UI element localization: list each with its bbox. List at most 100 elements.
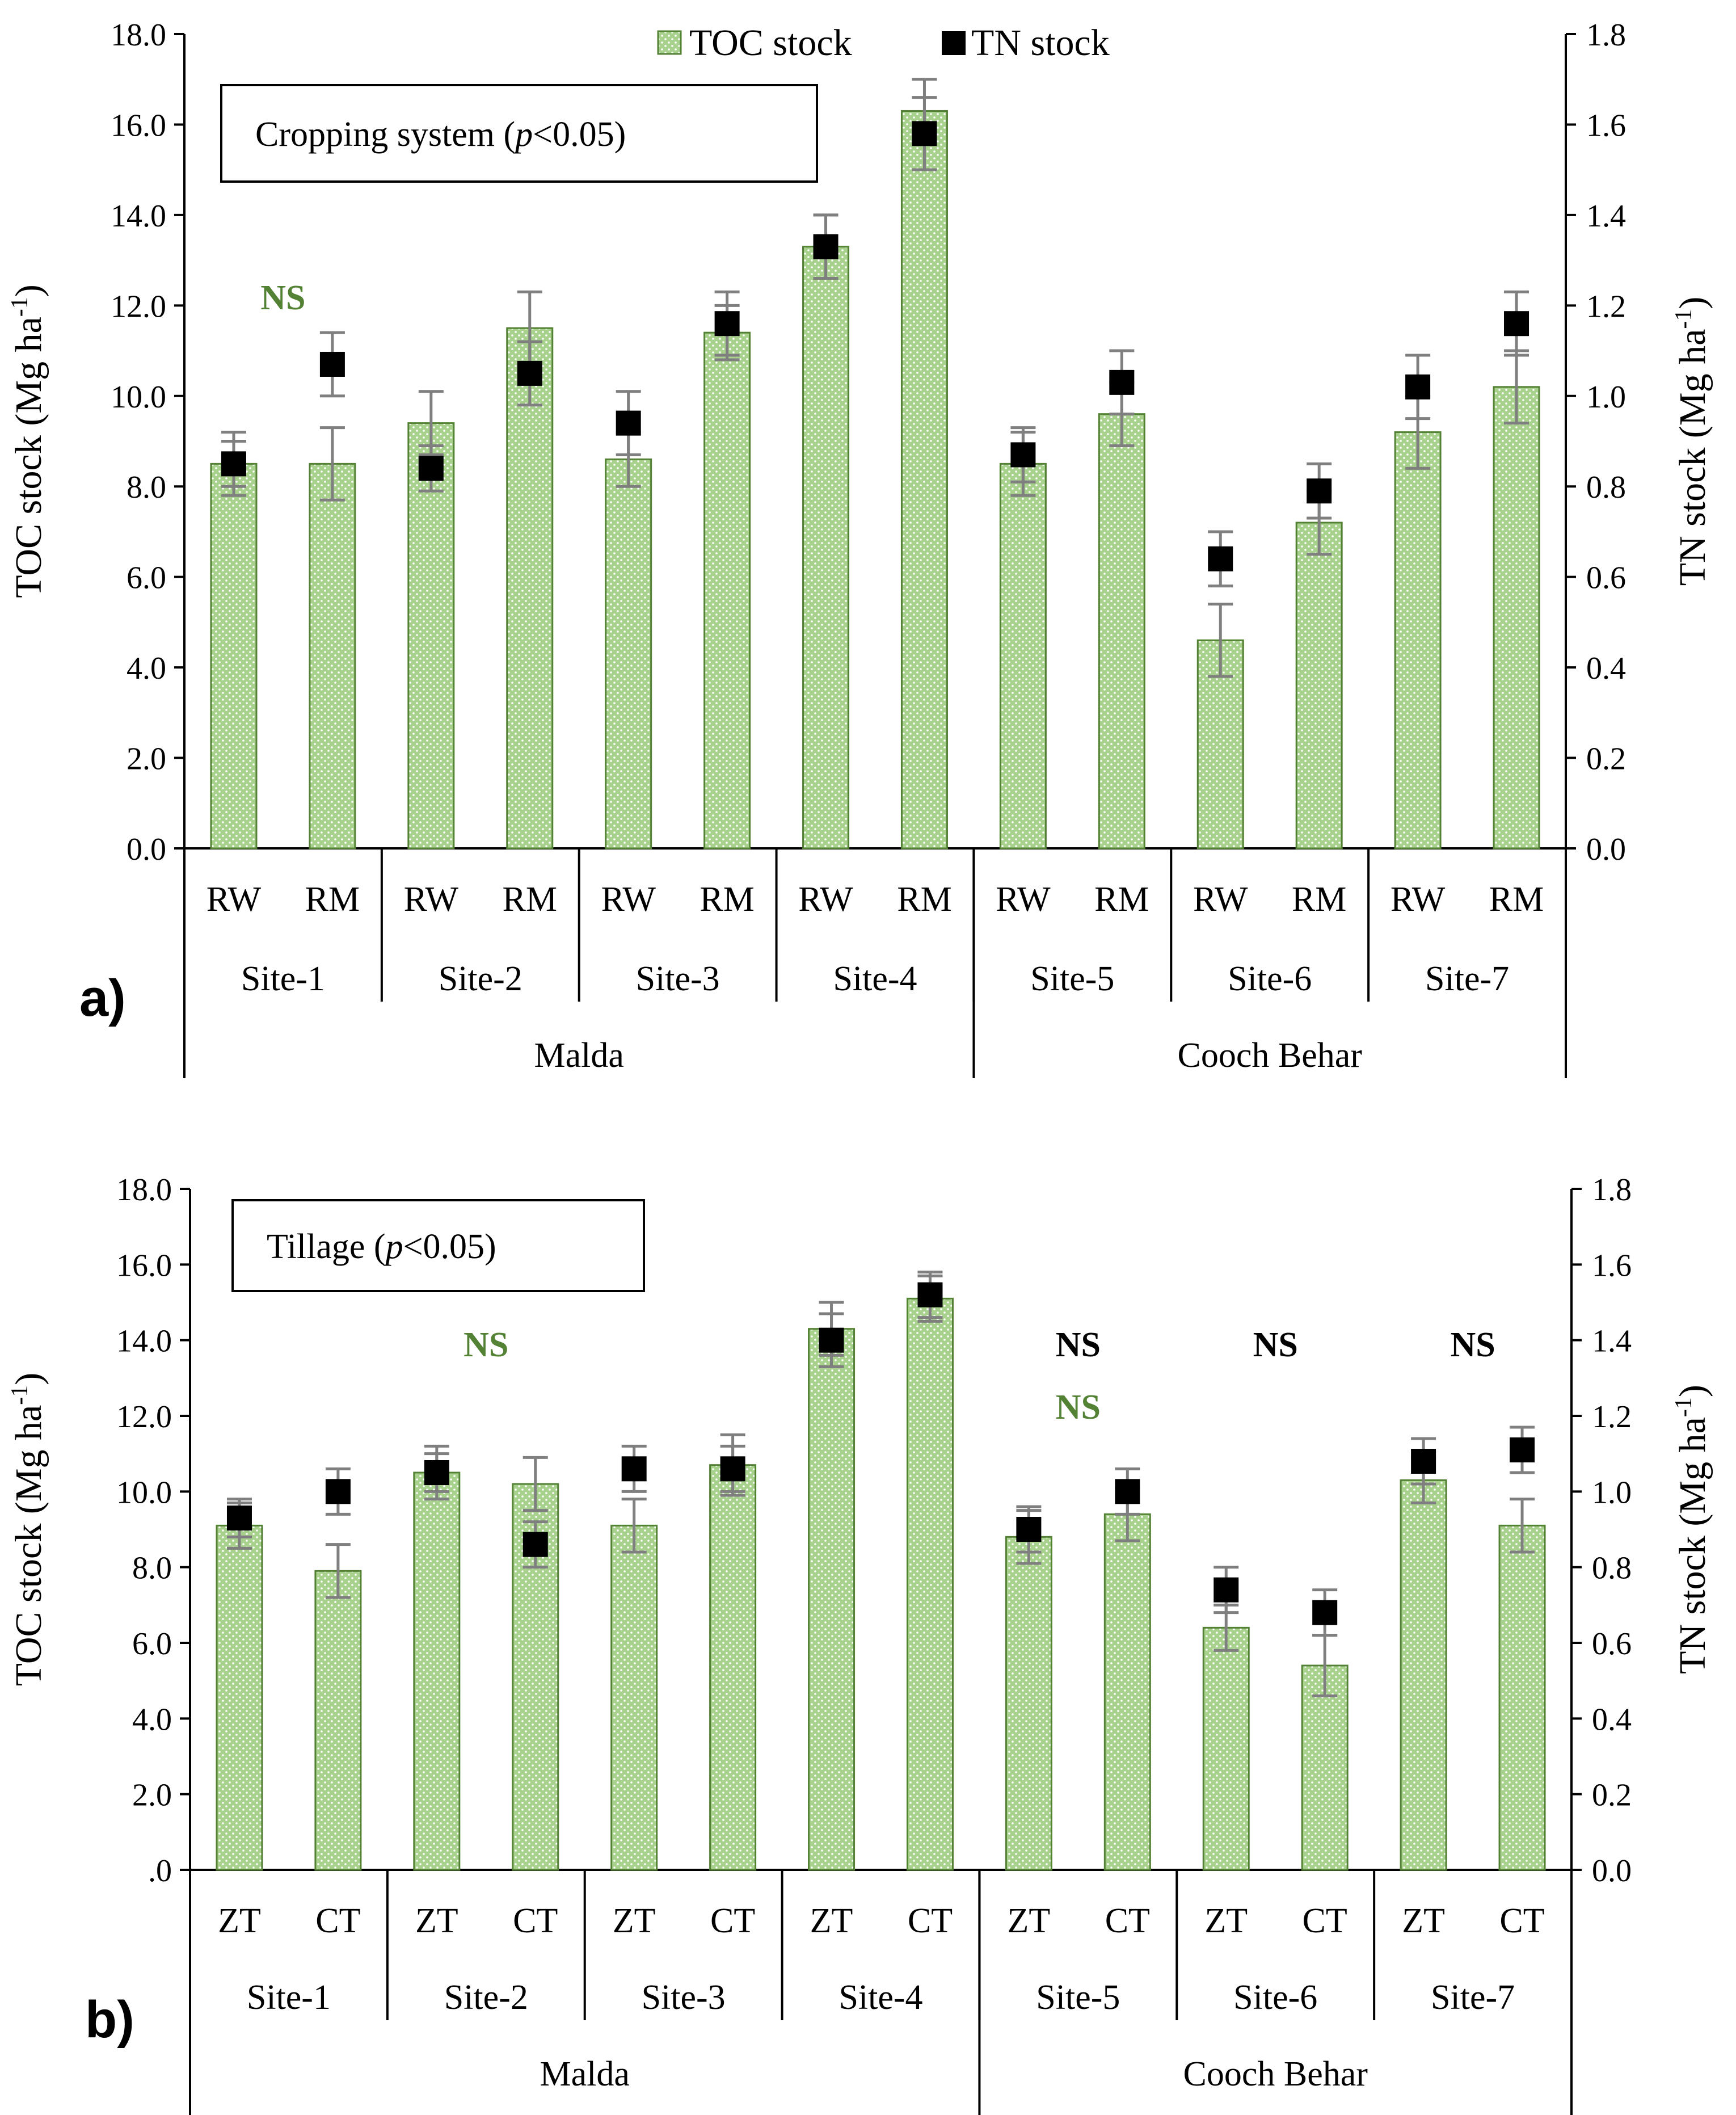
y-right-tick-label: 0.8 [1592,1551,1632,1586]
tn-marker [1504,311,1529,337]
ns-annotation: NS [1450,1326,1495,1364]
ns-annotation: NS [260,279,305,317]
category-label: RM [700,880,754,919]
panel-a: 0.0 2.0 4.0 6.0 8.0 10.0 12.0 14.0 16.0 18.0 0.0 0.… [7,18,1713,1078]
ns-annotation: NS [1056,1326,1101,1364]
y-right-tick-label: 1.8 [1586,18,1626,53]
y-axis-right-title: TN stock (Mg ha-1) [1671,297,1713,586]
toc-bar [413,1471,461,1871]
y-left-tick-label: 18.0 [111,18,166,53]
toc-bar [605,458,652,850]
tn-marker [226,1506,252,1530]
toc-bar [1005,1536,1052,1871]
y-right-tick-label: 1.4 [1586,199,1626,234]
category-label: ZT [218,1902,261,1940]
toc-bar [1202,1626,1250,1871]
site-label: Site-1 [241,960,325,998]
y-left-tick-label: 6.0 [132,1626,172,1662]
y-right-tick-label: 1.2 [1586,289,1626,324]
y-left-tick-label: 4.0 [127,651,166,686]
y-right-tick-label: 1.6 [1586,108,1626,143]
significance-label: Tillage (p<0.05) [267,1227,496,1266]
category-label: CT [710,1902,755,1940]
significance-box [220,84,818,183]
tn-marker [517,360,542,386]
tn-marker [1411,1449,1436,1474]
site-label: Site-7 [1431,1978,1515,2017]
category-label: ZT [613,1902,656,1940]
tn-marker [221,451,246,477]
category-label: CT [908,1902,953,1940]
y-right-tick-label: 0.8 [1586,470,1626,505]
y-right-tick-label: 1.6 [1592,1248,1632,1283]
site-label: Site-1 [247,1978,331,2017]
ns-annotation: NS [464,1326,508,1364]
tn-marker [523,1532,548,1557]
y-right-tick-label: 1.8 [1592,1172,1632,1208]
toc-bar [1394,431,1442,850]
tn-marker [1115,1479,1140,1504]
y-left-tick-label: 16.0 [111,108,166,143]
category-label: ZT [415,1902,458,1940]
region-label: Cooch Behar [1178,1036,1363,1075]
tn-marker [1510,1437,1535,1462]
site-label: Site-5 [1036,1978,1120,2017]
category-label: ZT [1204,1902,1248,1940]
legend-swatch-toc [657,30,682,55]
category-label: CT [1303,1902,1347,1940]
y-axis-left-title: TOC stock (Mg ha-1) [7,284,49,598]
ns-annotation: NS [1056,1388,1101,1427]
y-right-tick-label: 0.0 [1592,1853,1632,1889]
toc-bar [1498,1524,1546,1871]
y-left-tick-label: 16.0 [116,1248,172,1283]
category-label: RW [798,880,853,919]
site-label: Site-6 [1228,960,1312,998]
toc-bar [1295,522,1343,850]
y-left-tick-label: 2.0 [132,1778,172,1813]
category-label: RM [897,880,951,919]
y-right-tick-label: 1.4 [1592,1324,1632,1359]
category-label: RW [1391,880,1446,919]
y-left-tick-label: 14.0 [111,199,166,234]
category-label: RW [404,880,459,919]
y-left-tick-label: 8.0 [132,1551,172,1586]
toc-bar [808,1328,856,1871]
region-label: Malda [540,2055,630,2093]
category-label: ZT [1008,1902,1051,1940]
ns-annotation: NS [1253,1326,1298,1364]
category-label: CT [315,1902,360,1940]
toc-bar [210,462,258,850]
category-label: RM [305,880,360,919]
y-left-tick-label: 10.0 [111,380,166,415]
tn-marker [1010,442,1036,468]
toc-bar [900,110,948,850]
toc-bar [1103,1513,1151,1871]
y-left-tick-label: 8.0 [127,470,166,505]
y-left-tick-label: 18.0 [116,1172,172,1208]
tn-marker [813,234,838,259]
panel-b: .0 2.0 4.0 6.0 8.0 10.0 12.0 14.0 16.0 18.0 0.0 0.2… [7,1172,1713,2115]
y-left-tick-label: 6.0 [127,561,166,596]
legend: TOC stock TN stock [657,22,1110,64]
tn-marker [1213,1577,1239,1603]
y-axis-left-title: TOC stock (Mg ha-1) [7,1373,49,1687]
region-label: Malda [534,1036,624,1075]
category-label: RW [1193,880,1248,919]
y-right-tick-label: 0.2 [1592,1778,1632,1813]
tn-marker [819,1327,844,1353]
tn-marker [418,456,444,481]
toc-bar [506,327,554,850]
category-label: ZT [810,1902,853,1940]
tn-marker [616,410,641,436]
y-right-tick-label: 0.4 [1586,651,1626,686]
category-label: RM [503,880,557,919]
tn-marker [1307,478,1332,504]
y-right-tick-label: 0.6 [1592,1626,1632,1662]
site-label: Site-3 [636,960,720,998]
toc-bar [314,1570,362,1871]
tn-marker [319,351,345,377]
site-label: Site-3 [642,1978,726,2017]
site-label: Site-4 [838,1978,922,2017]
y-right-tick-label: 1.0 [1586,380,1626,415]
